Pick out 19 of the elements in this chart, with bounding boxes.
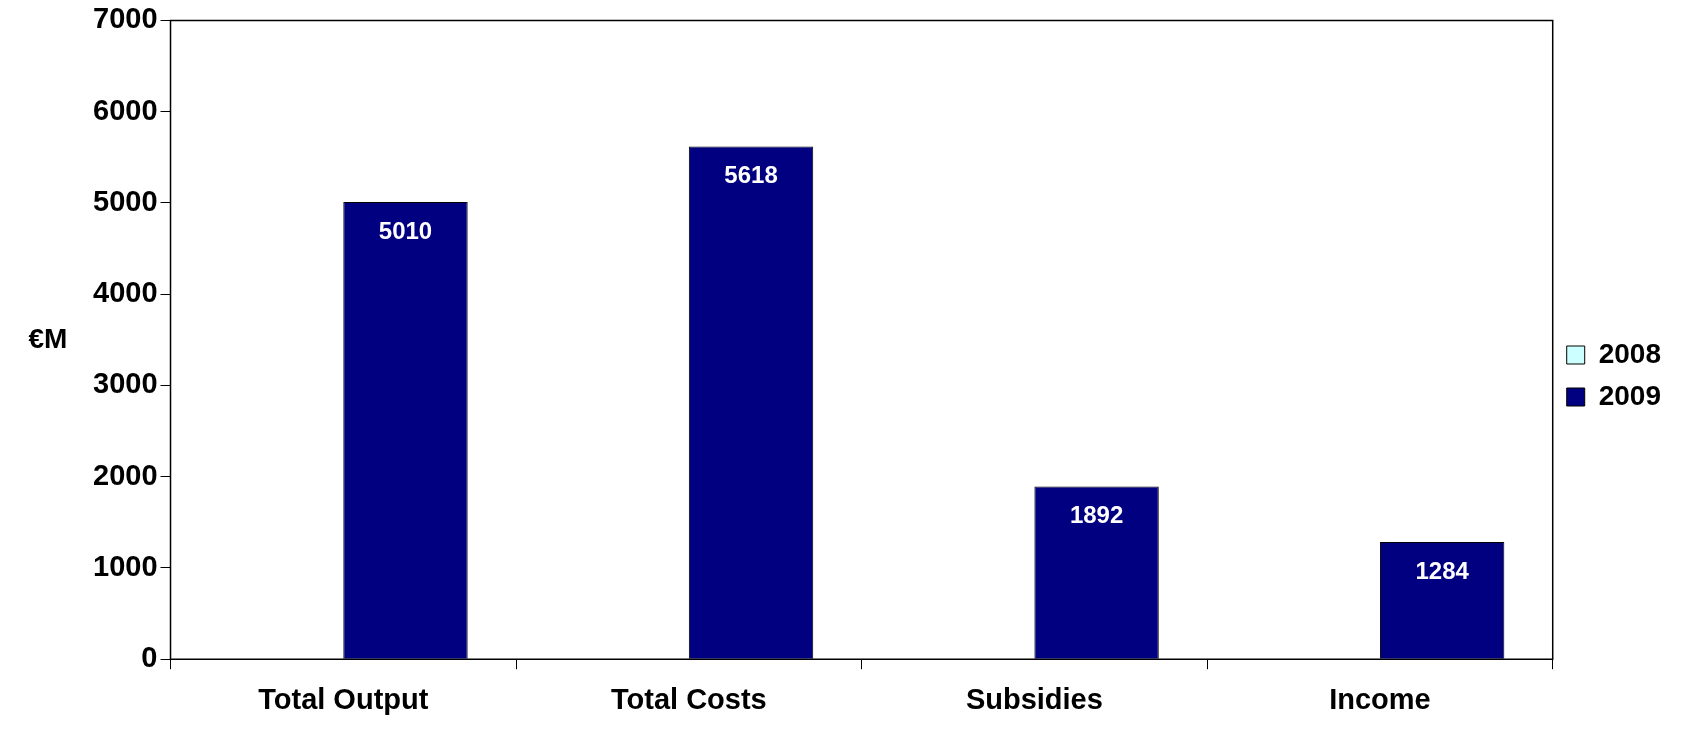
x-tick-label: Subsidies bbox=[965, 682, 1103, 715]
y-tick-label: 7000 bbox=[93, 2, 158, 35]
data-label: 5010 bbox=[378, 216, 433, 244]
data-label: 5618 bbox=[724, 161, 778, 189]
x-tick-label: Income bbox=[1329, 682, 1431, 715]
y-tick-label: 3000 bbox=[93, 367, 158, 400]
data-label: 1284 bbox=[1415, 556, 1470, 584]
data-label: 1892 bbox=[1069, 501, 1124, 529]
y-tick-label: 2000 bbox=[93, 458, 158, 491]
y-tick-label: 0 bbox=[141, 641, 158, 674]
y-tick-label: 5000 bbox=[93, 184, 158, 217]
legend-label: 2008 bbox=[1598, 337, 1662, 369]
legend-label: 2009 bbox=[1598, 379, 1662, 411]
y-tick-label: 6000 bbox=[93, 93, 158, 126]
x-tick-label: Total Output bbox=[258, 682, 429, 715]
y-tick-label: 4000 bbox=[93, 276, 158, 309]
x-tick-label: Total Costs bbox=[610, 682, 767, 715]
y-tick-label: 1000 bbox=[93, 549, 158, 582]
y-axis-title: €M bbox=[28, 322, 68, 354]
